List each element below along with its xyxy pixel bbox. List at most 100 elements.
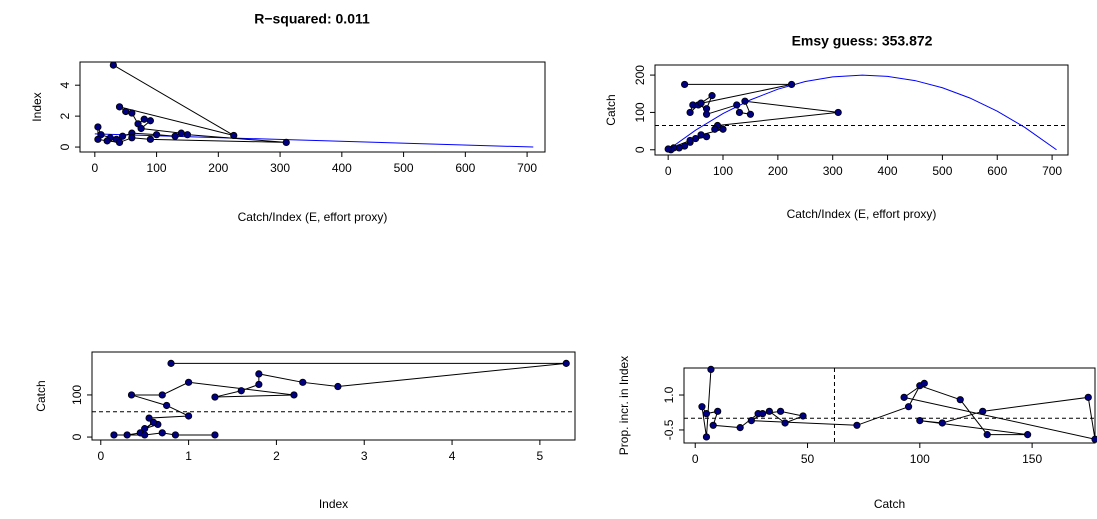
y-tick-label: 0 xyxy=(633,146,647,153)
y-axis-label: Catch xyxy=(604,94,618,125)
y-tick-label: 100 xyxy=(70,385,84,405)
y-tick-label: 100 xyxy=(633,102,647,122)
data-point xyxy=(759,410,767,418)
data-point xyxy=(1024,431,1032,439)
data-line xyxy=(97,64,287,143)
fit-curve xyxy=(667,74,1057,151)
data-point xyxy=(702,433,711,441)
plot-frame xyxy=(654,64,1069,156)
x-tick-label: 100 xyxy=(713,164,733,178)
data-point xyxy=(299,378,307,386)
data-point xyxy=(185,412,193,420)
data-point xyxy=(686,136,694,145)
data-point xyxy=(799,412,807,420)
y-tick-label: 1.0 xyxy=(662,386,676,403)
data-point xyxy=(211,393,219,401)
data-point xyxy=(916,417,924,425)
data-point xyxy=(255,370,263,378)
data-point xyxy=(714,407,722,415)
data-point xyxy=(119,132,127,140)
data-point xyxy=(237,387,245,395)
data-point xyxy=(702,110,711,118)
data-point xyxy=(282,138,290,147)
y-axis-label: Catch xyxy=(34,380,48,411)
data-point xyxy=(158,429,166,437)
x-tick-label: 200 xyxy=(208,161,228,175)
data-point xyxy=(711,125,719,133)
data-point xyxy=(94,135,102,143)
x-tick-label: 3 xyxy=(361,449,368,463)
y-tick-label: 200 xyxy=(633,65,647,85)
data-point xyxy=(781,419,789,427)
x-tick-label: 50 xyxy=(801,452,815,466)
x-tick-label: 4 xyxy=(449,449,456,463)
data-point xyxy=(109,61,117,69)
x-tick-label: 200 xyxy=(768,164,788,178)
data-point xyxy=(747,417,755,425)
x-tick-label: 500 xyxy=(394,161,414,175)
data-point xyxy=(938,419,946,427)
data-point xyxy=(185,378,193,386)
data-point xyxy=(707,365,715,373)
data-point xyxy=(211,431,219,439)
data-point xyxy=(128,109,136,117)
x-tick-label: 400 xyxy=(332,161,352,175)
x-tick-label: 300 xyxy=(823,164,843,178)
data-point xyxy=(115,138,124,147)
x-tick-label: 0 xyxy=(91,161,98,175)
data-point xyxy=(956,396,964,404)
x-tick-label: 500 xyxy=(932,164,952,178)
data-point xyxy=(853,421,861,429)
data-point xyxy=(746,110,755,118)
x-tick-label: 1 xyxy=(185,449,192,463)
x-tick-label: 700 xyxy=(1042,164,1062,178)
data-point xyxy=(1084,393,1092,401)
fit-curve xyxy=(94,133,534,148)
x-tick-label: 400 xyxy=(878,164,898,178)
data-point xyxy=(115,103,124,111)
y-tick-label: -0.5 xyxy=(662,419,676,440)
x-axis-label: Catch/Index (E, effort proxy) xyxy=(238,210,388,224)
data-point xyxy=(183,131,192,139)
data-point xyxy=(255,380,263,389)
plot-frame xyxy=(91,351,576,441)
x-axis-label: Catch xyxy=(874,497,905,511)
data-point xyxy=(983,431,991,439)
x-axis-label: Index xyxy=(319,497,348,511)
y-tick-label: 0 xyxy=(58,143,72,150)
x-tick-label: 700 xyxy=(517,161,537,175)
data-point xyxy=(103,137,111,145)
data-point xyxy=(900,393,908,401)
data-point xyxy=(709,421,717,429)
x-tick-label: 600 xyxy=(455,161,475,175)
data-point xyxy=(230,131,238,140)
x-tick-label: 2 xyxy=(273,449,280,463)
data-line xyxy=(701,369,1096,440)
data-point xyxy=(736,424,744,432)
data-point xyxy=(733,101,741,109)
data-point xyxy=(146,117,154,125)
data-point xyxy=(702,133,711,141)
y-axis-label: Index xyxy=(30,92,44,121)
data-point xyxy=(122,107,130,116)
y-tick-label: 2 xyxy=(58,112,72,119)
data-point xyxy=(1091,435,1097,443)
data-point xyxy=(664,145,672,153)
plot-frame xyxy=(79,61,546,153)
x-tick-label: 100 xyxy=(910,452,930,466)
data-point xyxy=(163,401,171,410)
x-tick-label: 0 xyxy=(665,164,672,178)
chart-title: Emsy guess: 353.872 xyxy=(792,33,933,49)
data-point xyxy=(94,123,102,131)
data-point xyxy=(979,407,987,415)
data-point xyxy=(171,431,180,439)
y-axis-label: Prop. incr. in Index xyxy=(617,356,631,455)
data-point xyxy=(127,391,136,399)
data-point xyxy=(708,92,716,100)
plot-frame xyxy=(683,367,1096,444)
data-point xyxy=(741,97,749,105)
x-tick-label: 0 xyxy=(692,452,699,466)
data-point xyxy=(152,131,161,139)
data-point xyxy=(334,382,342,391)
chart-title: R−squared: 0.011 xyxy=(254,11,370,27)
